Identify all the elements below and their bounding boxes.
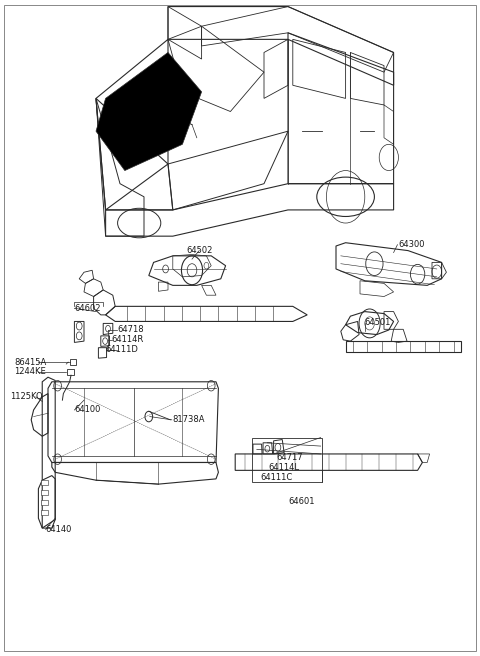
Text: 1244KE: 1244KE [14,367,46,377]
Polygon shape [41,480,48,485]
Text: 64602: 64602 [74,304,101,313]
Text: 64100: 64100 [74,405,101,415]
Text: 64114R: 64114R [112,335,144,344]
Text: 64111D: 64111D [106,345,138,354]
Text: 64111C: 64111C [261,473,293,482]
Text: 64501: 64501 [365,318,391,327]
Bar [252,438,322,482]
Text: 64601: 64601 [288,497,314,506]
Text: 64300: 64300 [398,239,425,249]
Polygon shape [41,510,48,515]
Text: 86415A: 86415A [14,358,47,367]
Text: 1125KO: 1125KO [10,392,42,401]
Polygon shape [41,490,48,495]
Polygon shape [96,52,202,171]
Text: 64502: 64502 [186,246,212,255]
Text: 64114L: 64114L [269,462,300,472]
Text: 81738A: 81738A [173,415,205,424]
Text: 64717: 64717 [276,453,302,462]
Text: 64718: 64718 [118,325,144,335]
Text: 64140: 64140 [46,525,72,534]
Polygon shape [41,500,48,505]
